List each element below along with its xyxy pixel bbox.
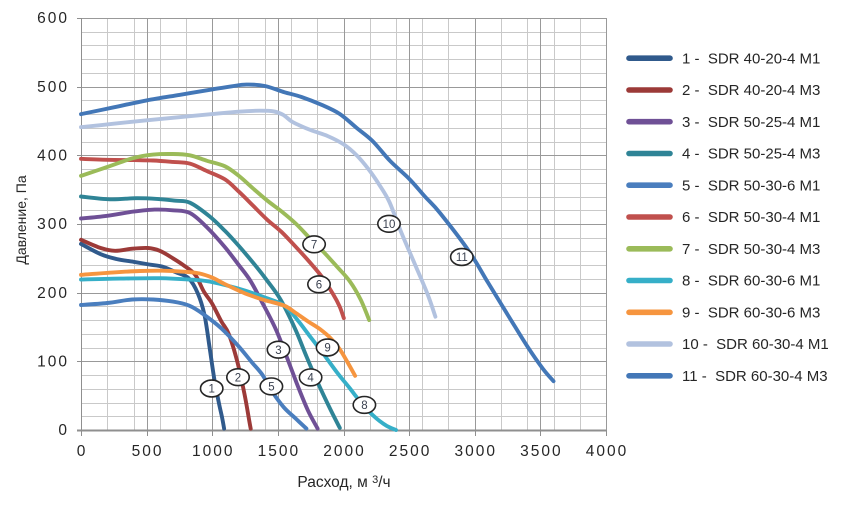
svg-text:10 - SDR 60-30-4 M1: 10 - SDR 60-30-4 M1	[682, 336, 829, 353]
svg-text:9 - SDR 60-30-6 M3: 9 - SDR 60-30-6 M3	[682, 305, 820, 322]
svg-text:10: 10	[383, 219, 396, 231]
svg-text:4 - SDR 50-25-4 M3: 4 - SDR 50-25-4 M3	[682, 146, 820, 163]
svg-text:3 - SDR 50-25-4 M1: 3 - SDR 50-25-4 M1	[682, 114, 820, 131]
svg-text:6 - SDR 50-30-4 M1: 6 - SDR 50-30-4 M1	[682, 209, 820, 226]
svg-text:2000: 2000	[323, 443, 365, 460]
svg-text:Расход, м 3/ч: Расход, м 3/ч	[297, 474, 390, 491]
svg-text:3: 3	[275, 345, 281, 357]
svg-text:0: 0	[77, 443, 88, 460]
svg-text:8: 8	[361, 400, 367, 412]
svg-text:2: 2	[235, 372, 241, 384]
svg-text:1000: 1000	[192, 443, 234, 460]
svg-text:11: 11	[456, 252, 468, 264]
svg-text:400: 400	[37, 148, 69, 165]
svg-text:11 - SDR 60-30-4 M3: 11 - SDR 60-30-4 M3	[682, 368, 828, 385]
svg-text:3500: 3500	[520, 443, 562, 460]
svg-text:1 - SDR 40-20-4 M1: 1 - SDR 40-20-4 M1	[682, 50, 820, 67]
svg-text:100: 100	[37, 354, 69, 371]
svg-text:500: 500	[132, 443, 164, 460]
svg-text:6: 6	[316, 279, 322, 291]
svg-text:5: 5	[268, 382, 274, 394]
svg-text:2 - SDR 40-20-4 M3: 2 - SDR 40-20-4 M3	[682, 82, 820, 99]
svg-text:2500: 2500	[389, 443, 431, 460]
svg-text:3000: 3000	[455, 443, 497, 460]
svg-text:8 - SDR 60-30-6 M1: 8 - SDR 60-30-6 M1	[682, 273, 820, 290]
svg-text:4: 4	[307, 373, 314, 385]
svg-text:1500: 1500	[258, 443, 300, 460]
svg-text:4000: 4000	[586, 443, 628, 460]
svg-text:300: 300	[37, 216, 69, 233]
svg-text:7 - SDR 50-30-4 M3: 7 - SDR 50-30-4 M3	[682, 241, 820, 258]
svg-text:0: 0	[58, 422, 69, 439]
svg-text:7: 7	[311, 239, 317, 251]
svg-text:9: 9	[324, 343, 330, 355]
svg-text:500: 500	[37, 79, 69, 96]
svg-text:1: 1	[208, 384, 214, 396]
svg-text:5 - SDR 50-30-6 M1: 5 - SDR 50-30-6 M1	[682, 177, 820, 194]
svg-text:200: 200	[37, 285, 69, 302]
svg-text:Давление, Па: Давление, Па	[13, 175, 29, 265]
svg-text:600: 600	[37, 10, 69, 27]
